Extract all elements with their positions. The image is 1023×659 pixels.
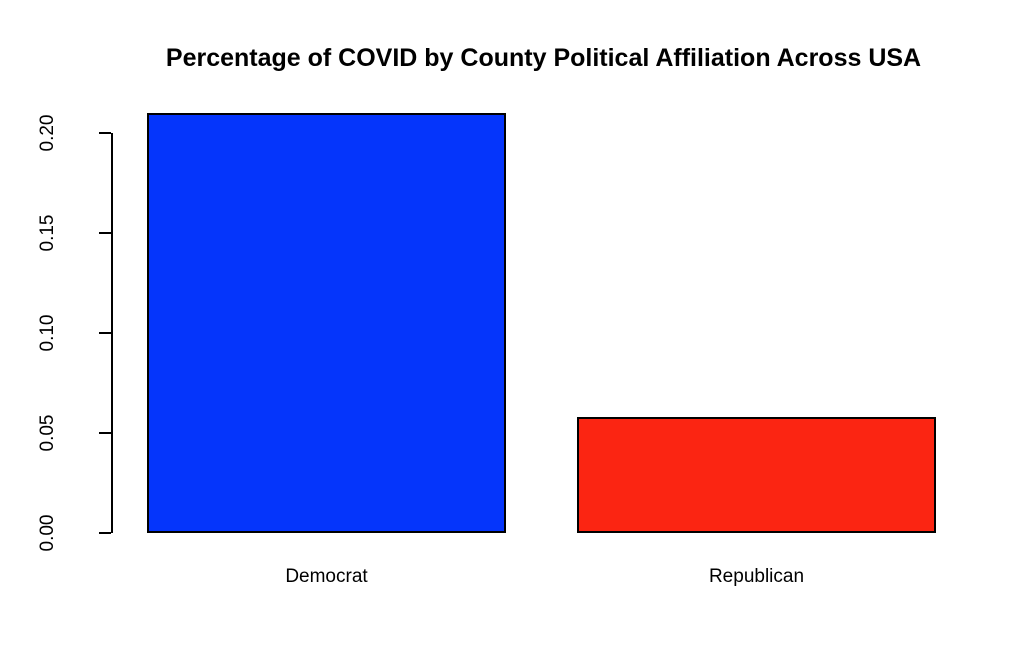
y-axis-tick [99,432,111,434]
x-axis-category-label: Democrat [285,566,368,587]
bar-democrat [147,113,506,533]
y-axis-tick-label: 0.20 [37,114,58,152]
chart-title: Percentage of COVID by County Political … [165,44,922,72]
y-axis-tick-label: 0.05 [37,414,58,452]
x-axis-category-label: Republican [708,566,805,587]
y-axis-tick [99,132,111,134]
y-axis-tick [99,332,111,334]
y-axis-tick-label: 0.10 [37,314,58,352]
bar-republican [577,417,936,533]
y-axis-tick-label: 0.15 [37,214,58,252]
y-axis-tick [99,532,111,534]
y-axis-tick [99,232,111,234]
y-axis-line [111,133,113,533]
y-axis-tick-label: 0.00 [37,514,58,552]
